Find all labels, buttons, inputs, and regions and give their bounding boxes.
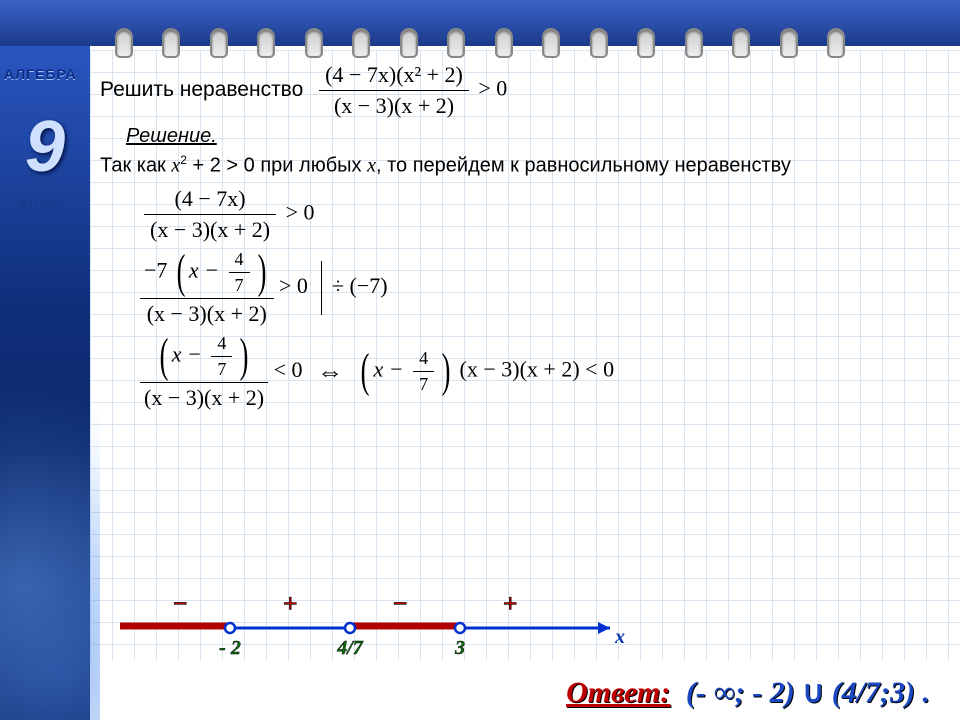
main-rel: > 0	[478, 76, 507, 101]
svg-text:- 2: - 2	[219, 637, 241, 658]
content-area: Решить неравенство (4 − 7x)(x² + 2) (x −…	[100, 62, 940, 710]
iff-symbol: ⇔	[317, 357, 343, 387]
step1-den: (x − 3)(x + 2)	[144, 215, 276, 243]
step3-lb: 7	[211, 357, 232, 380]
step3-rv: x −	[373, 357, 403, 382]
step3: (x − 4 7 ) (x − 3)(x + 2) < 0 ⇔ (x − 4 7…	[140, 333, 940, 411]
step2-rel: > 0	[279, 273, 308, 298]
svg-text:3: 3	[454, 637, 465, 658]
problem-line: Решить неравенство (4 − 7x)(x² + 2) (x −…	[100, 62, 940, 119]
svg-text:x: x	[614, 626, 625, 648]
explain-text: Так как x2 + 2 > 0 при любых x, то перей…	[100, 152, 940, 180]
svg-text:−: −	[172, 589, 188, 618]
step3-lv: x −	[172, 341, 202, 366]
grade-number: 9	[0, 106, 90, 188]
step1-rel: > 0	[286, 199, 315, 224]
answer-line: Ответ: (- ∞; - 2) ∪ (4/7;3) .	[566, 675, 930, 710]
step3-tail: (x − 3)(x + 2) < 0	[460, 357, 615, 382]
step2-den: (x − 3)(x + 2)	[140, 299, 274, 327]
divider-bar	[321, 261, 322, 315]
answer-part2: (4/7;3) .	[832, 676, 930, 709]
solution-label: Решение.	[126, 125, 940, 148]
class-word: КЛАСС	[0, 196, 90, 210]
number-line: − + − + - 2 4/7 3 x	[110, 588, 630, 658]
svg-text:4/7: 4/7	[336, 637, 364, 658]
main-den: (x − 3)(x + 2)	[319, 91, 469, 119]
step2-div: ÷ (−7)	[332, 273, 388, 298]
answer-part1: (- ∞; - 2)	[686, 676, 795, 709]
step3-lt: 4	[211, 333, 232, 357]
step2-fb: 7	[229, 273, 250, 296]
subject-label: АЛГЕБРА	[4, 66, 77, 82]
step3-den: (x − 3)(x + 2)	[140, 383, 268, 411]
step2-ft: 4	[229, 249, 250, 273]
step3-lrel: < 0	[274, 357, 303, 382]
step2: −7 (x − 4 7 ) (x − 3)(x + 2) > 0 ÷ (−7)	[140, 249, 940, 327]
main-num: (4 − 7x)(x² + 2)	[319, 62, 469, 91]
step1: (4 − 7x) (x − 3)(x + 2) > 0	[140, 186, 940, 243]
binder-rings	[0, 28, 960, 58]
prompt-text: Решить неравенство	[100, 78, 303, 102]
step3-rt: 4	[413, 348, 434, 372]
union-symbol: ∪	[802, 676, 824, 709]
explain-prefix: Так как	[100, 155, 171, 177]
step1-num: (4 − 7x)	[144, 186, 276, 215]
explain-var2: x	[367, 155, 376, 177]
sidebar: АЛГЕБРА 9 КЛАСС	[0, 46, 90, 720]
main-inequality: (4 − 7x)(x² + 2) (x − 3)(x + 2) > 0	[315, 62, 507, 119]
svg-text:+: +	[283, 589, 298, 618]
explain-var1: x	[171, 155, 180, 177]
step2-coeff: −7	[144, 257, 167, 282]
step3-rb: 7	[413, 372, 434, 395]
svg-text:+: +	[503, 589, 518, 618]
explain-suffix: , то перейдем к равносильному неравенств…	[376, 155, 791, 177]
explain-exp: 2	[180, 153, 187, 167]
explain-mid: + 2 > 0 при любых	[193, 155, 368, 177]
svg-text:−: −	[392, 589, 408, 618]
sidebar-art	[0, 266, 100, 720]
answer-label: Ответ:	[566, 676, 670, 709]
step2-innervar: x −	[189, 257, 219, 282]
